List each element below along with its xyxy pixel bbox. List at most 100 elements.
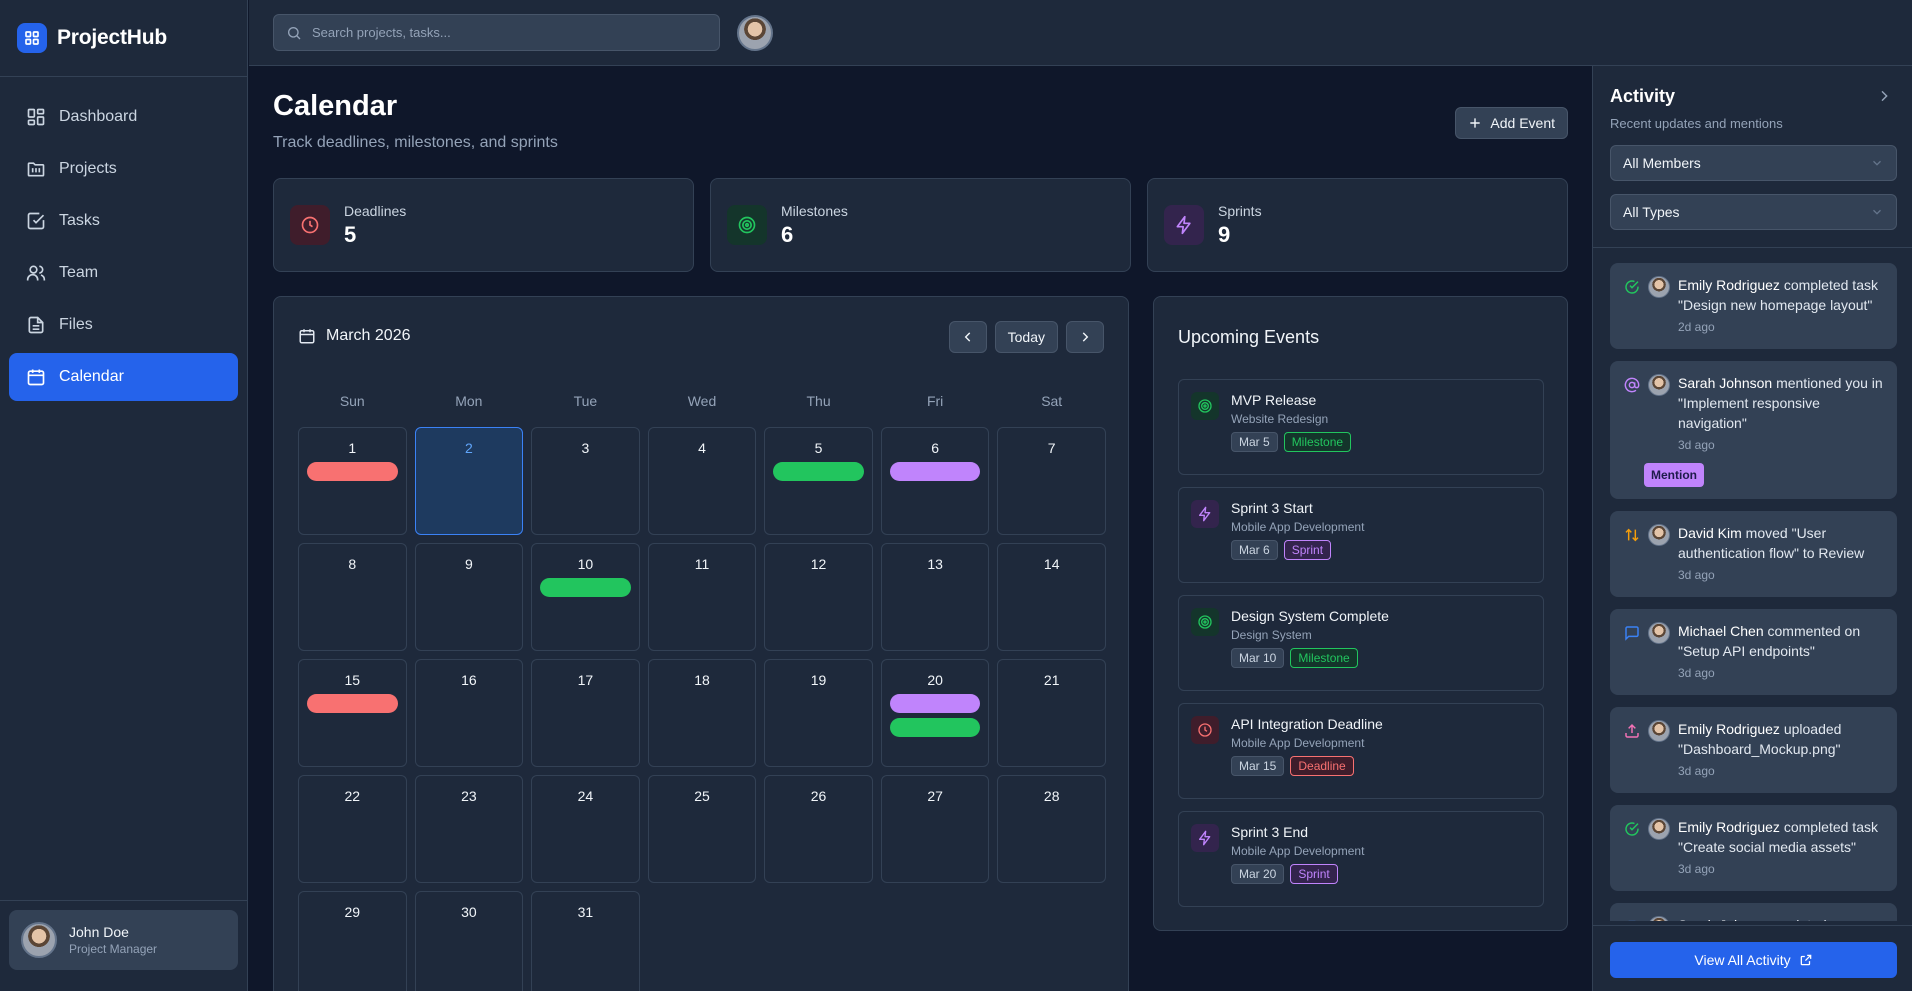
calendar-day-25[interactable]: 25 — [647, 775, 757, 883]
calendar-day-11[interactable]: 11 — [647, 543, 757, 651]
sidebar-item-team[interactable]: Team — [9, 249, 238, 297]
sidebar-item-dashboard[interactable]: Dashboard — [9, 93, 238, 141]
brand[interactable]: ProjectHub — [0, 0, 247, 77]
user-avatar-button[interactable] — [737, 14, 773, 51]
activity-item[interactable]: David Kim moved "User authentication flo… — [1610, 511, 1897, 597]
calendar-day-20[interactable]: 20 — [880, 659, 990, 767]
event-bar-deadline[interactable] — [307, 694, 398, 713]
sidebar-item-files[interactable]: Files — [9, 301, 238, 349]
day-number: 23 — [461, 788, 477, 804]
checkbox-icon — [26, 211, 46, 231]
calendar-day-28[interactable]: 28 — [997, 775, 1106, 883]
event-title: Sprint 3 Start — [1231, 500, 1313, 516]
prev-month-button[interactable] — [948, 321, 987, 353]
activity-user: Sarah Johnson — [1678, 917, 1772, 921]
user-profile-card[interactable]: John Doe Project Manager — [9, 910, 238, 970]
calendar-day-22[interactable]: 22 — [298, 775, 407, 883]
calendar-day-10[interactable]: 10 — [531, 543, 640, 651]
day-number: 22 — [344, 788, 361, 804]
day-number: 4 — [698, 440, 706, 456]
event-bar-sprint[interactable] — [889, 462, 981, 481]
calendar-day-24[interactable]: 24 — [531, 775, 640, 883]
calendar-day-18[interactable]: 18 — [647, 659, 757, 767]
calendar-day-29[interactable]: 29 — [298, 891, 407, 991]
calendar-day-30[interactable]: 30 — [414, 891, 524, 991]
next-month-button[interactable] — [1066, 321, 1104, 353]
event-bar-milestone[interactable] — [889, 718, 981, 737]
members-filter-select[interactable]: All Members — [1610, 145, 1897, 181]
search-input[interactable] — [312, 25, 692, 40]
calendar-day-27[interactable]: 27 — [880, 775, 990, 883]
sidebar-nav: Dashboard Projects Tasks Team Files Cale… — [0, 77, 247, 417]
calendar-day-26[interactable]: 26 — [764, 775, 873, 883]
calendar-day-5[interactable]: 5 — [764, 427, 873, 535]
sidebar-item-calendar[interactable]: Calendar — [9, 353, 238, 401]
event-bar-sprint[interactable] — [889, 694, 981, 713]
event-title: MVP Release — [1231, 392, 1317, 408]
stat-card-milestones: Milestones 6 — [710, 178, 1131, 272]
calendar-day-31[interactable]: 31 — [531, 891, 640, 991]
main-content: Calendar Track deadlines, milestones, an… — [249, 66, 1592, 991]
weekday-label: Mon — [455, 393, 483, 409]
add-event-button[interactable]: Add Event — [1455, 107, 1568, 139]
calendar-day-9[interactable]: 9 — [414, 543, 524, 651]
calendar-day-13[interactable]: 13 — [880, 543, 990, 651]
types-filter-select[interactable]: All Types — [1610, 194, 1897, 230]
activity-feed[interactable]: Emily Rodriguez completed task "Design n… — [1610, 263, 1897, 921]
day-number: 25 — [694, 788, 710, 804]
sidebar-item-tasks[interactable]: Tasks — [9, 197, 238, 245]
calendar-day-16[interactable]: 16 — [414, 659, 524, 767]
activity-text: Sarah Johnson mentioned you in "Implemen… — [1644, 373, 1885, 487]
view-all-activity-button[interactable]: View All Activity — [1610, 942, 1897, 978]
activity-time: 3d ago — [1678, 862, 1715, 876]
calendar-day-6[interactable]: 6 — [880, 427, 990, 535]
activity-item[interactable]: Emily Rodriguez completed task "Design n… — [1610, 263, 1897, 349]
today-button[interactable]: Today — [994, 321, 1058, 353]
calendar-day-14[interactable]: 14 — [997, 543, 1106, 651]
stat-label: Milestones — [781, 202, 848, 219]
upcoming-event-item[interactable]: MVP Release Website Redesign Mar 5 Mileston… — [1178, 379, 1544, 475]
target-icon — [1197, 398, 1213, 414]
day-number: 5 — [814, 440, 823, 456]
upcoming-event-item[interactable]: Design System Complete Design System Mar 1… — [1178, 595, 1544, 691]
event-bar-milestone[interactable] — [540, 578, 631, 597]
sidebar-item-projects[interactable]: Projects — [9, 145, 238, 193]
upcoming-event-item[interactable]: Sprint 3 Start Mobile App Development Mar … — [1178, 487, 1544, 583]
event-bar-milestone[interactable] — [773, 462, 864, 481]
weekday-label: Sun — [339, 393, 365, 409]
sidebar-item-label: Team — [59, 264, 99, 281]
event-bar-deadline[interactable] — [307, 462, 398, 481]
chevron-right-icon[interactable] — [1876, 88, 1892, 104]
activity-message: Emily Rodriguez completed task "Design n… — [1678, 275, 1885, 315]
calendar-day-21[interactable]: 21 — [997, 659, 1106, 767]
calendar-day-7[interactable]: 7 — [997, 427, 1106, 535]
activity-item[interactable]: Sarah Johnson updated progress — [1610, 903, 1897, 921]
avatar — [1648, 818, 1670, 840]
weekday-label: Sat — [1041, 393, 1063, 409]
comment-icon — [1624, 625, 1640, 641]
upcoming-list: MVP Release Website Redesign Mar 5 Mileston… — [1178, 379, 1544, 907]
activity-item[interactable]: Michael Chen commented on "Setup API end… — [1610, 609, 1897, 695]
activity-message: Sarah Johnson updated progress — [1678, 915, 1885, 921]
activity-item[interactable]: Emily Rodriguez completed task "Create s… — [1610, 805, 1897, 891]
calendar-day-3[interactable]: 3 — [531, 427, 640, 535]
activity-item[interactable]: Emily Rodriguez uploaded "Dashboard_Mock… — [1610, 707, 1897, 793]
search-box[interactable] — [273, 14, 720, 51]
calendar-day-4[interactable]: 4 — [647, 427, 757, 535]
activity-text: Emily Rodriguez completed task "Create s… — [1678, 817, 1885, 879]
event-icon-box — [1191, 824, 1219, 852]
upcoming-event-item[interactable]: API Integration Deadline Mobile App Devel… — [1178, 703, 1544, 799]
calendar-day-1[interactable]: 1 — [298, 427, 407, 535]
calendar-day-15[interactable]: 15 — [298, 659, 407, 767]
calendar-day-2[interactable]: 2 — [414, 427, 524, 535]
day-number: 26 — [810, 788, 827, 804]
briefcase-icon — [1624, 919, 1640, 921]
calendar-day-23[interactable]: 23 — [414, 775, 524, 883]
calendar-day-17[interactable]: 17 — [531, 659, 640, 767]
calendar-day-19[interactable]: 19 — [764, 659, 873, 767]
calendar-day-8[interactable]: 8 — [298, 543, 407, 651]
day-number: 2 — [464, 440, 473, 456]
calendar-day-12[interactable]: 12 — [764, 543, 873, 651]
upcoming-event-item[interactable]: Sprint 3 End Mobile App Development Mar 20… — [1178, 811, 1544, 907]
activity-item[interactable]: Sarah Johnson mentioned you in "Implemen… — [1610, 361, 1897, 499]
